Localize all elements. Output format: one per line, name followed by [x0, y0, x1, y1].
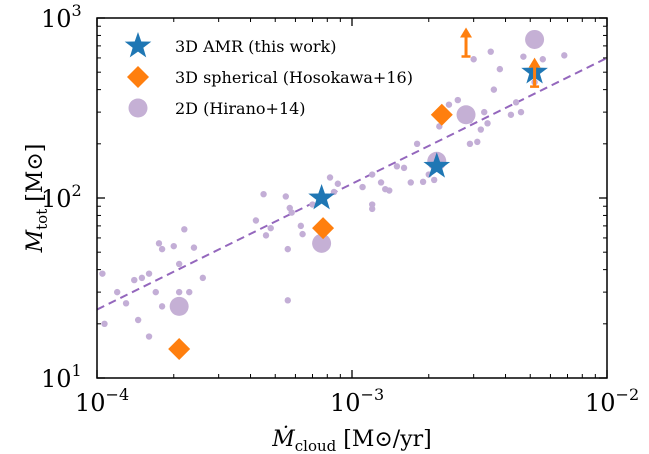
- circle-marker: [456, 105, 476, 125]
- circle-legend-marker: [128, 98, 148, 118]
- background-point: [284, 297, 291, 304]
- background-point: [484, 120, 491, 127]
- background-point: [454, 96, 462, 104]
- background-point: [400, 164, 408, 172]
- x-tick-label: 10−4: [75, 385, 129, 417]
- background-point: [507, 111, 515, 118]
- background-point: [470, 56, 477, 63]
- star-marker: [423, 152, 451, 178]
- background-point: [175, 288, 183, 296]
- background-point: [377, 179, 385, 186]
- background-point: [260, 190, 267, 198]
- y-tick-label: 103: [41, 1, 82, 33]
- background-point: [175, 260, 183, 268]
- x-tick-label: 10−2: [585, 385, 639, 417]
- background-point: [539, 56, 546, 63]
- diamond-legend-marker: [127, 66, 149, 88]
- background-point: [190, 244, 198, 251]
- x-tick-label: 10−3: [330, 385, 384, 417]
- background-point: [430, 176, 438, 184]
- background-point: [297, 222, 305, 230]
- axis-labels: Ṁcloud [M⊙/yr] Mtot [M⊙]: [23, 144, 432, 454]
- background-point: [299, 230, 306, 238]
- background-point: [326, 174, 334, 181]
- fit-line: [96, 57, 608, 311]
- star-marker: [308, 184, 335, 210]
- background-point: [158, 303, 166, 310]
- background-point: [155, 240, 163, 247]
- lower-limit-arrow: [528, 57, 541, 88]
- background-point: [282, 193, 289, 200]
- background-point: [330, 188, 338, 196]
- background-point: [309, 201, 316, 208]
- y-tick-label: 102: [41, 181, 82, 213]
- background-points-layer: [99, 48, 568, 340]
- background-point: [138, 274, 146, 282]
- background-point: [477, 126, 485, 133]
- background-point: [288, 209, 295, 216]
- lower-limit-arrow: [460, 27, 473, 58]
- diamond-marker: [312, 217, 335, 240]
- background-point: [445, 101, 453, 108]
- background-point: [99, 270, 106, 277]
- background-point: [512, 99, 520, 106]
- legend-label: 2D (Hirano+14): [175, 99, 306, 118]
- star-legend-marker: [124, 32, 152, 58]
- background-point: [419, 178, 427, 186]
- legend-label: 3D AMR (this work): [175, 37, 336, 56]
- y-axis-label: Mtot [M⊙]: [23, 144, 51, 254]
- background-point: [170, 242, 177, 250]
- background-point: [520, 53, 527, 60]
- fit-layer: [96, 57, 608, 311]
- background-point: [496, 65, 504, 73]
- background-point: [152, 288, 159, 296]
- background-point: [131, 276, 138, 284]
- background-point: [134, 316, 142, 324]
- background-point: [487, 48, 494, 55]
- legend: 3D AMR (this work) 3D spherical (Hosokawa…: [124, 32, 413, 118]
- axes-layer: 10−4 10−3 10−2 101 102 103: [41, 1, 639, 417]
- background-point: [186, 288, 193, 296]
- background-point: [145, 270, 153, 277]
- background-point: [199, 274, 207, 282]
- background-point: [407, 179, 414, 186]
- x-axis-label: Ṁcloud [M⊙/yr]: [271, 425, 432, 454]
- background-point: [368, 205, 376, 213]
- background-point: [466, 140, 474, 148]
- background-point: [122, 300, 130, 307]
- legend-label: 3D spherical (Hosokawa+16): [175, 68, 413, 87]
- background-point: [413, 140, 421, 148]
- background-point: [490, 86, 498, 93]
- circle-marker: [525, 29, 545, 49]
- background-point: [368, 171, 376, 178]
- diamond-marker: [430, 103, 453, 126]
- background-point: [113, 288, 121, 296]
- circle-marker: [169, 296, 189, 316]
- circle-marker: [312, 233, 332, 253]
- background-point: [181, 226, 188, 233]
- background-point: [158, 245, 166, 253]
- background-point: [252, 217, 260, 224]
- background-point: [262, 232, 270, 239]
- background-point: [474, 138, 481, 146]
- background-point: [393, 163, 401, 170]
- background-point: [359, 183, 366, 191]
- background-point: [334, 180, 342, 187]
- background-point: [101, 320, 108, 328]
- background-point: [267, 224, 274, 232]
- background-point: [284, 245, 291, 253]
- background-point: [517, 108, 525, 116]
- background-point: [145, 333, 153, 340]
- series-layer: [168, 27, 548, 360]
- diamond-marker: [168, 337, 191, 360]
- y-tick-label: 101: [41, 361, 82, 393]
- background-point: [481, 108, 488, 116]
- background-point: [386, 187, 393, 194]
- background-point: [561, 52, 568, 59]
